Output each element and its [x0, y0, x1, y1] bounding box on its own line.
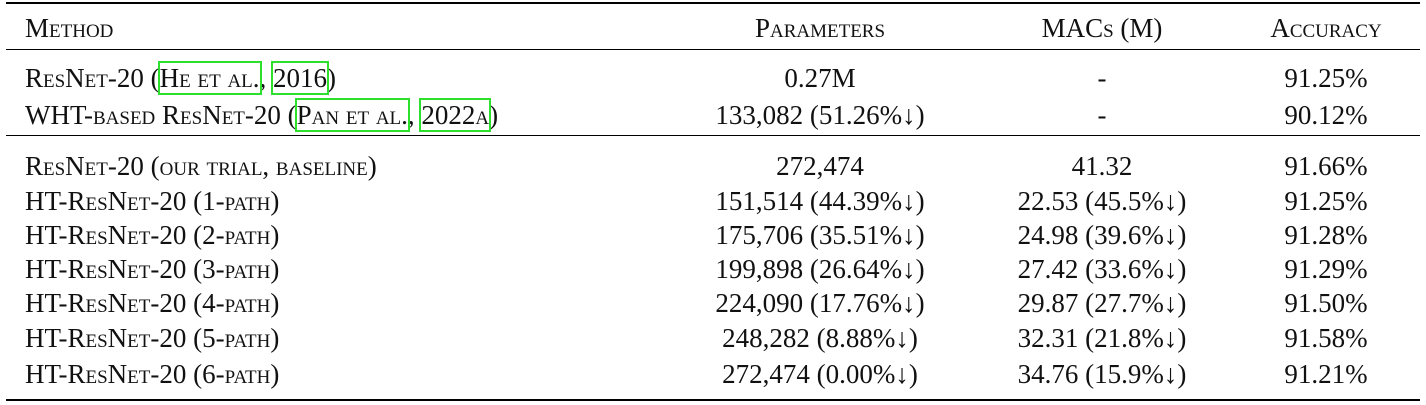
header-cell: Accuracy	[1270, 13, 1382, 43]
mid-rule	[6, 135, 1420, 136]
method-text: HT-ResNet-20 (5-path)	[25, 323, 280, 353]
parameters-cell: 224,090 (17.76%↓)	[715, 288, 925, 318]
accuracy-cell: 91.21%	[1284, 359, 1368, 389]
macs-cell: 27.42 (33.6%↓)	[1017, 254, 1187, 284]
citation-link[interactable]: 2016	[271, 61, 330, 95]
parameters-cell: 175,706 (35.51%↓)	[715, 220, 925, 250]
macs-cell: -	[1097, 100, 1107, 130]
header-cell: MACs (M)	[1041, 13, 1163, 43]
accuracy-cell: 91.29%	[1284, 254, 1368, 284]
macs-cell: 24.98 (39.6%↓)	[1017, 220, 1187, 250]
citation-link[interactable]: Pan et al.	[294, 98, 410, 132]
macs-cell: 29.87 (27.7%↓)	[1017, 288, 1187, 318]
method-text: HT-ResNet-20 (2-path)	[25, 220, 280, 250]
citation-link[interactable]: He et al.	[157, 61, 262, 95]
accuracy-cell: 91.66%	[1284, 151, 1368, 181]
accuracy-cell: 91.50%	[1284, 288, 1368, 318]
header-cell: Method	[25, 13, 114, 43]
macs-cell: 41.32	[1071, 151, 1133, 181]
macs-cell: -	[1097, 63, 1107, 93]
parameters-cell: 199,898 (26.64%↓)	[715, 254, 925, 284]
method-text: HT-ResNet-20 (4-path)	[25, 288, 280, 318]
method-text: ,	[407, 100, 422, 130]
accuracy-cell: 91.25%	[1284, 63, 1368, 93]
method-text: WHT-based ResNet-20 (	[25, 100, 297, 130]
header-rule	[6, 49, 1420, 50]
header-cell: Parameters	[754, 13, 886, 43]
method-cell: HT-ResNet-20 (5-path)	[25, 322, 279, 354]
citation-link[interactable]: 2022a	[419, 98, 492, 132]
method-text: )	[489, 100, 499, 130]
accuracy-cell: 91.28%	[1284, 220, 1368, 250]
method-cell: ResNet-20 (our trial, baseline)	[25, 150, 377, 182]
method-text: ResNet-20 (our trial, baseline)	[25, 151, 377, 181]
method-cell: HT-ResNet-20 (6-path)	[25, 358, 279, 390]
method-cell: HT-ResNet-20 (2-path)	[25, 219, 279, 251]
method-cell: ResNet-20 (He et al., 2016)	[25, 61, 337, 95]
top-rule	[6, 2, 1420, 4]
parameters-cell: 0.27M	[784, 63, 856, 93]
method-cell: HT-ResNet-20 (1-path)	[25, 185, 279, 217]
parameters-cell: 272,474	[776, 151, 864, 181]
bottom-rule	[6, 399, 1420, 401]
method-text: HT-ResNet-20 (6-path)	[25, 359, 280, 389]
macs-cell: 34.76 (15.9%↓)	[1017, 359, 1187, 389]
method-text: HT-ResNet-20 (3-path)	[25, 254, 280, 284]
accuracy-cell: 91.58%	[1284, 323, 1368, 353]
parameters-cell: 133,082 (51.26%↓)	[715, 100, 925, 130]
parameters-cell: 151,514 (44.39%↓)	[715, 186, 925, 216]
method-text: ResNet-20 (	[25, 63, 160, 93]
method-cell: HT-ResNet-20 (4-path)	[25, 287, 279, 319]
macs-cell: 32.31 (21.8%↓)	[1017, 323, 1187, 353]
macs-cell: 22.53 (45.5%↓)	[1017, 186, 1187, 216]
method-text: ,	[259, 63, 274, 93]
method-text: HT-ResNet-20 (1-path)	[25, 186, 280, 216]
method-cell: HT-ResNet-20 (3-path)	[25, 253, 279, 285]
method-cell: WHT-based ResNet-20 (Pan et al., 2022a)	[25, 98, 499, 132]
accuracy-cell: 90.12%	[1284, 100, 1368, 130]
accuracy-cell: 91.25%	[1284, 186, 1368, 216]
parameters-cell: 248,282 (8.88%↓)	[722, 323, 918, 353]
method-text: )	[327, 63, 337, 93]
parameters-cell: 272,474 (0.00%↓)	[722, 359, 918, 389]
